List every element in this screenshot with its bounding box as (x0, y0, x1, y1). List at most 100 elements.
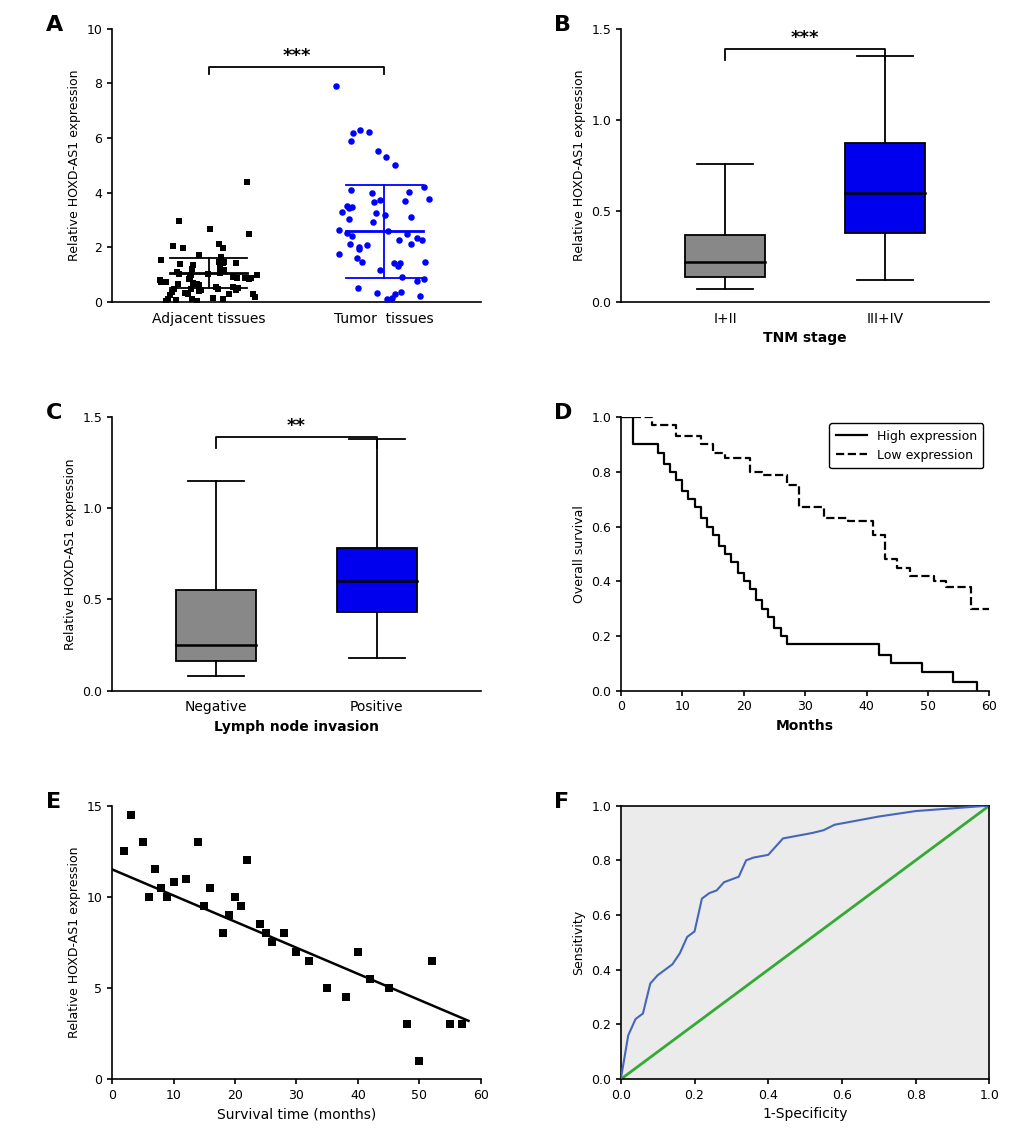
Low expression (841, 514, 853, 528)
Point (147, 860, 163, 878)
Point (170, 212, 186, 231)
Low expression (780, 478, 792, 492)
Point (224, 268, 240, 287)
Point (211, 254, 227, 272)
Low expression (743, 465, 755, 478)
Point (205, 289, 221, 307)
Point (202, 878, 218, 896)
Point (386, 155, 403, 174)
Point (453, 1015, 470, 1034)
Point (227, 281, 244, 299)
Bar (176, 590, 256, 661)
Point (220, 906, 236, 924)
Point (361, 123, 377, 142)
Text: C: C (46, 403, 62, 424)
Low expression (682, 429, 694, 443)
Point (352, 121, 368, 139)
Low expression (940, 580, 952, 594)
Text: F: F (554, 791, 569, 812)
Point (342, 132, 359, 151)
Line: Low expression: Low expression (621, 417, 988, 609)
Point (200, 265, 216, 283)
Point (213, 248, 229, 266)
Point (369, 142, 385, 160)
Point (185, 256, 202, 274)
Point (371, 262, 387, 280)
Point (122, 805, 139, 823)
High expression (614, 410, 627, 424)
Point (180, 271, 197, 289)
Point (238, 851, 255, 869)
Point (391, 255, 408, 273)
Text: ***: *** (790, 29, 818, 47)
Point (243, 268, 259, 287)
Point (210, 280, 226, 298)
X-axis label: Survival time (months): Survival time (months) (217, 1108, 376, 1121)
Point (416, 252, 432, 271)
Point (338, 224, 355, 242)
Y-axis label: Sensitivity: Sensitivity (572, 910, 585, 975)
Y-axis label: Relative HOXD-AS1 expression: Relative HOXD-AS1 expression (68, 846, 81, 1038)
Point (393, 268, 410, 287)
Point (348, 249, 365, 267)
Point (380, 979, 396, 997)
Low expression (706, 445, 718, 459)
Bar (684, 234, 764, 276)
Point (337, 988, 354, 1006)
Low expression (731, 451, 743, 465)
X-axis label: TNM stage: TNM stage (762, 331, 846, 345)
Point (230, 279, 247, 297)
Point (214, 255, 230, 273)
Point (153, 251, 169, 270)
Point (232, 896, 249, 915)
Point (371, 191, 387, 209)
Point (176, 284, 193, 303)
Point (365, 193, 381, 211)
Point (185, 274, 202, 292)
Point (409, 230, 425, 248)
Point (343, 198, 360, 216)
Point (389, 257, 406, 275)
Point (392, 283, 409, 301)
Low expression (816, 512, 828, 525)
Point (368, 204, 384, 223)
Point (220, 284, 236, 303)
Point (214, 290, 230, 308)
Low expression (657, 418, 669, 432)
Point (160, 290, 176, 308)
Low expression (891, 561, 903, 574)
Point (191, 246, 207, 264)
Low expression (866, 528, 878, 541)
Point (350, 279, 366, 297)
High expression (755, 602, 767, 616)
Text: **: ** (286, 417, 306, 435)
Low expression (982, 602, 995, 616)
Point (340, 210, 357, 228)
Point (212, 264, 228, 282)
Point (423, 951, 439, 970)
High expression (891, 657, 903, 670)
Point (240, 270, 257, 288)
Point (377, 207, 393, 225)
Point (365, 214, 381, 232)
Point (301, 951, 317, 970)
Point (384, 289, 400, 307)
Point (215, 239, 231, 257)
X-axis label: 1-Specificity: 1-Specificity (761, 1108, 847, 1121)
X-axis label: Months: Months (775, 719, 834, 733)
Point (342, 182, 359, 200)
Point (343, 227, 360, 246)
Point (135, 833, 151, 851)
Point (189, 275, 205, 293)
Low expression (694, 437, 706, 451)
Point (412, 287, 428, 305)
Point (330, 220, 346, 239)
Low expression (755, 468, 767, 482)
High expression (970, 684, 982, 698)
Point (385, 254, 401, 272)
X-axis label: Lymph node invasion: Lymph node invasion (214, 719, 379, 734)
Point (252, 915, 268, 933)
Point (340, 199, 357, 217)
Point (193, 281, 209, 299)
Point (240, 225, 257, 243)
